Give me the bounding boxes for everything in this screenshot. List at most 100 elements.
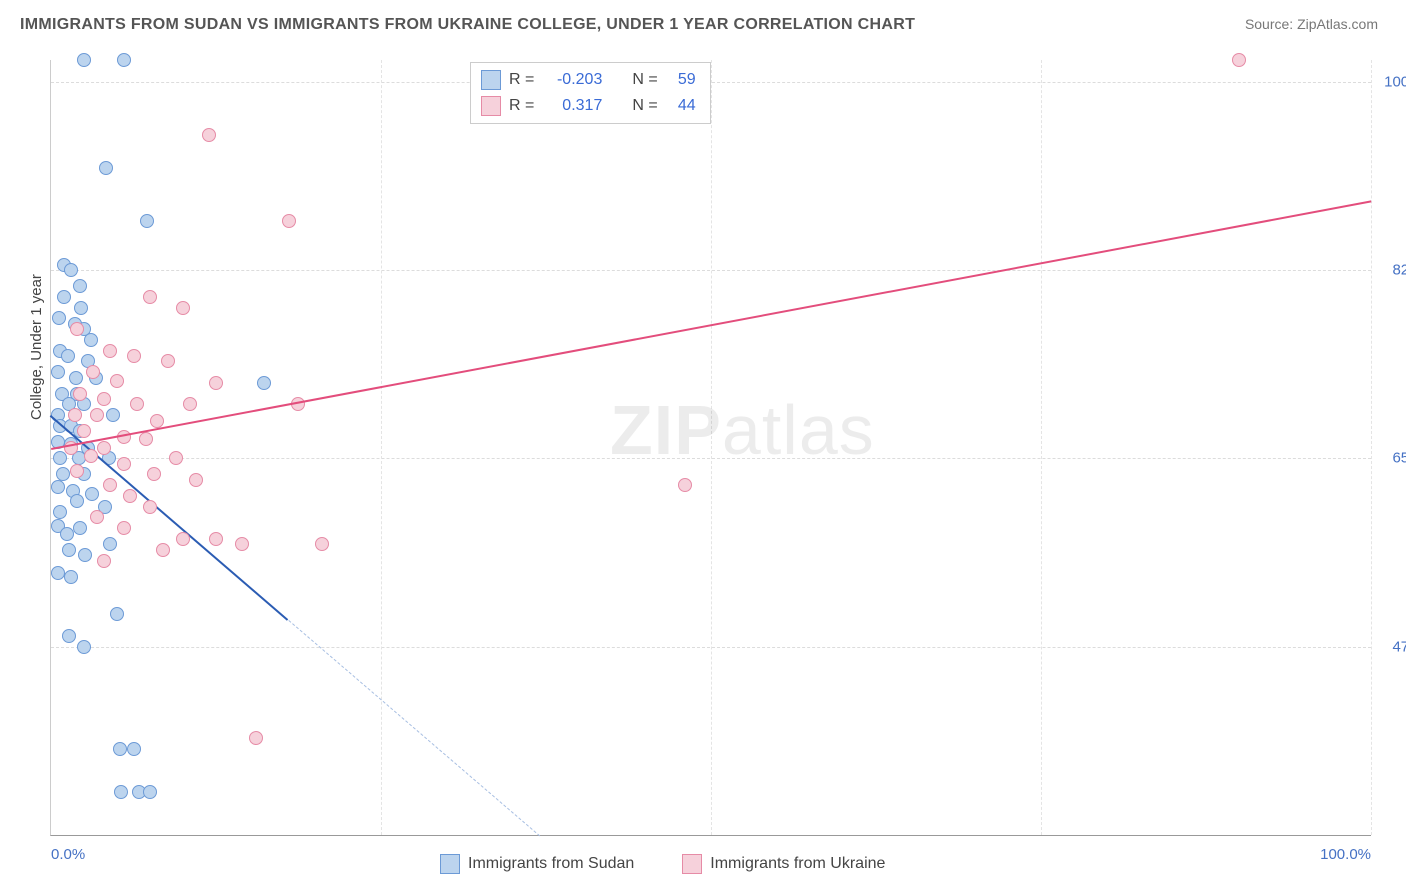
data-point-ukraine: [84, 449, 98, 463]
data-point-ukraine: [77, 424, 91, 438]
n-label: N =: [632, 67, 657, 93]
data-point-sudan: [103, 537, 117, 551]
data-point-sudan: [70, 494, 84, 508]
data-point-ukraine: [130, 397, 144, 411]
data-point-ukraine: [156, 543, 170, 557]
data-point-ukraine: [202, 128, 216, 142]
data-point-ukraine: [315, 537, 329, 551]
y-tick-label: 47.5%: [1379, 638, 1406, 655]
data-point-ukraine: [90, 408, 104, 422]
data-point-ukraine: [169, 451, 183, 465]
data-point-sudan: [99, 161, 113, 175]
data-point-sudan: [52, 311, 66, 325]
y-tick-label: 65.0%: [1379, 450, 1406, 467]
trend-line: [50, 415, 289, 621]
r-value-ukraine: 0.317: [542, 93, 602, 119]
data-point-ukraine: [147, 467, 161, 481]
source-prefix: Source:: [1245, 16, 1297, 32]
data-point-ukraine: [127, 349, 141, 363]
data-point-sudan: [69, 371, 83, 385]
data-point-ukraine: [123, 489, 137, 503]
data-point-sudan: [143, 785, 157, 799]
plot-area: 47.5%65.0%82.5%100.0%0.0%100.0%: [50, 60, 1371, 836]
data-point-ukraine: [68, 408, 82, 422]
swatch-sudan: [481, 70, 501, 90]
data-point-ukraine: [282, 214, 296, 228]
data-point-ukraine: [189, 473, 203, 487]
data-point-ukraine: [678, 478, 692, 492]
data-point-sudan: [64, 263, 78, 277]
swatch-ukraine: [481, 96, 501, 116]
data-point-ukraine: [103, 478, 117, 492]
legend-item-ukraine: Immigrants from Ukraine: [682, 854, 885, 874]
legend-row-ukraine: R = 0.317 N = 44: [481, 93, 696, 119]
chart-title: IMMIGRANTS FROM SUDAN VS IMMIGRANTS FROM…: [20, 16, 915, 34]
data-point-sudan: [73, 521, 87, 535]
swatch-ukraine: [682, 854, 702, 874]
data-point-sudan: [60, 527, 74, 541]
data-point-ukraine: [97, 441, 111, 455]
n-value-sudan: 59: [666, 67, 696, 93]
data-point-ukraine: [249, 731, 263, 745]
data-point-sudan: [53, 505, 67, 519]
data-point-ukraine: [70, 322, 84, 336]
data-point-sudan: [85, 487, 99, 501]
legend-label-ukraine: Immigrants from Ukraine: [710, 855, 885, 873]
data-point-ukraine: [110, 374, 124, 388]
data-point-sudan: [114, 785, 128, 799]
data-point-ukraine: [139, 432, 153, 446]
data-point-ukraine: [235, 537, 249, 551]
correlation-legend: R = -0.203 N = 59 R = 0.317 N = 44: [470, 62, 711, 124]
data-point-sudan: [61, 349, 75, 363]
legend-item-sudan: Immigrants from Sudan: [440, 854, 634, 874]
data-point-ukraine: [73, 387, 87, 401]
data-point-sudan: [51, 365, 65, 379]
data-point-sudan: [84, 333, 98, 347]
y-axis-label: College, Under 1 year: [28, 274, 45, 420]
data-point-ukraine: [117, 457, 131, 471]
x-tick-label: 0.0%: [51, 846, 85, 863]
swatch-sudan: [440, 854, 460, 874]
trend-line-extrapolated: [288, 620, 539, 836]
data-point-sudan: [64, 570, 78, 584]
data-point-sudan: [74, 301, 88, 315]
data-point-ukraine: [117, 521, 131, 535]
data-point-sudan: [78, 548, 92, 562]
data-point-ukraine: [143, 290, 157, 304]
data-point-sudan: [51, 480, 65, 494]
data-point-sudan: [57, 290, 71, 304]
data-point-ukraine: [209, 532, 223, 546]
data-point-sudan: [51, 566, 65, 580]
data-point-ukraine: [150, 414, 164, 428]
data-point-sudan: [106, 408, 120, 422]
source-attribution: Source: ZipAtlas.com: [1245, 16, 1378, 32]
data-point-ukraine: [1232, 53, 1246, 67]
data-point-ukraine: [176, 532, 190, 546]
data-point-ukraine: [103, 344, 117, 358]
source-name: ZipAtlas.com: [1297, 16, 1378, 32]
r-value-sudan: -0.203: [542, 67, 602, 93]
y-tick-label: 100.0%: [1379, 73, 1406, 90]
data-point-sudan: [117, 53, 131, 67]
data-point-sudan: [113, 742, 127, 756]
gridline-v: [711, 60, 712, 835]
data-point-sudan: [73, 279, 87, 293]
data-point-ukraine: [143, 500, 157, 514]
gridline-v: [381, 60, 382, 835]
data-point-sudan: [53, 451, 67, 465]
gridline-v: [1041, 60, 1042, 835]
legend-row-sudan: R = -0.203 N = 59: [481, 67, 696, 93]
data-point-sudan: [110, 607, 124, 621]
data-point-sudan: [77, 640, 91, 654]
series-legend: Immigrants from Sudan Immigrants from Uk…: [440, 854, 885, 874]
data-point-ukraine: [90, 510, 104, 524]
data-point-sudan: [62, 543, 76, 557]
data-point-ukraine: [97, 554, 111, 568]
r-label: R =: [509, 67, 534, 93]
x-tick-label: 100.0%: [1320, 846, 1371, 863]
data-point-ukraine: [70, 464, 84, 478]
data-point-ukraine: [161, 354, 175, 368]
data-point-ukraine: [86, 365, 100, 379]
data-point-sudan: [56, 467, 70, 481]
r-label: R =: [509, 93, 534, 119]
